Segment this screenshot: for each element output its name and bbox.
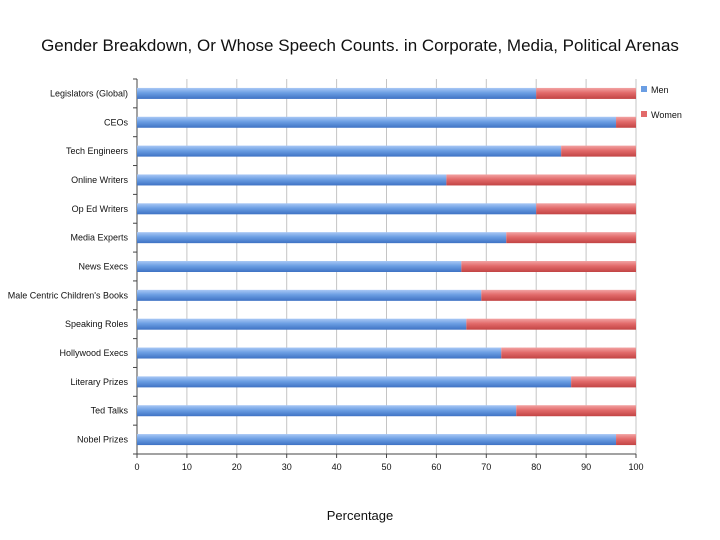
bar-men [137,116,617,128]
bar-women [536,203,636,215]
x-tick-label: 40 [332,462,342,472]
category-label: Literary Prizes [70,377,128,387]
bar-men [137,145,562,157]
x-tick-label: 0 [134,462,139,472]
bar-men [137,232,507,244]
bar-men [137,203,537,215]
x-tick-label: 30 [282,462,292,472]
bar-men [137,87,537,99]
x-tick-label: 100 [628,462,643,472]
category-label: Hollywood Execs [59,348,128,358]
x-tick-label: 10 [182,462,192,472]
bar-women [501,347,636,359]
x-tick-label: 90 [581,462,591,472]
legend-label-men: Men [651,85,669,95]
bar-men [137,318,467,330]
category-label: Tech Engineers [66,146,129,156]
x-axis-title: Percentage [326,508,394,523]
category-label: Media Experts [70,233,128,243]
category-label: Online Writers [71,175,128,185]
category-label: Legislators (Global) [50,88,128,98]
bar-men [137,405,517,417]
bar-women [616,116,636,128]
x-tick-label: 20 [232,462,242,472]
bar-women [446,174,636,186]
category-label: News Execs [78,262,128,272]
category-label: CEOs [104,117,129,127]
x-tick-label: 80 [531,462,541,472]
bar-men [137,261,462,272]
bar-women [571,376,636,388]
bar-men [137,434,617,446]
bar-women [466,318,636,330]
x-tick-label: 60 [431,462,441,472]
legend-swatch-men [641,86,647,92]
x-tick-label: 70 [481,462,491,472]
category-label: Speaking Roles [65,319,129,329]
chart-title: Gender Breakdown, Or Whose Speech Counts… [41,36,679,55]
bar-women [536,87,636,99]
bar-women [516,405,636,417]
bar-women [461,261,636,272]
bar-women [561,145,636,157]
bar-men [137,174,447,186]
bar-men [137,289,482,301]
bar-men [137,376,572,388]
category-label: Nobel Prizes [77,435,129,445]
bar-women [481,289,636,301]
category-label: Op Ed Writers [72,204,129,214]
category-label: Male Centric Children's Books [8,290,129,300]
legend-swatch-women [641,111,647,117]
bar-men [137,347,502,359]
category-label: Ted Talks [91,406,129,416]
bar-women [506,232,636,244]
bar-women [616,434,636,446]
x-tick-label: 50 [381,462,391,472]
legend-label-women: Women [651,110,682,120]
